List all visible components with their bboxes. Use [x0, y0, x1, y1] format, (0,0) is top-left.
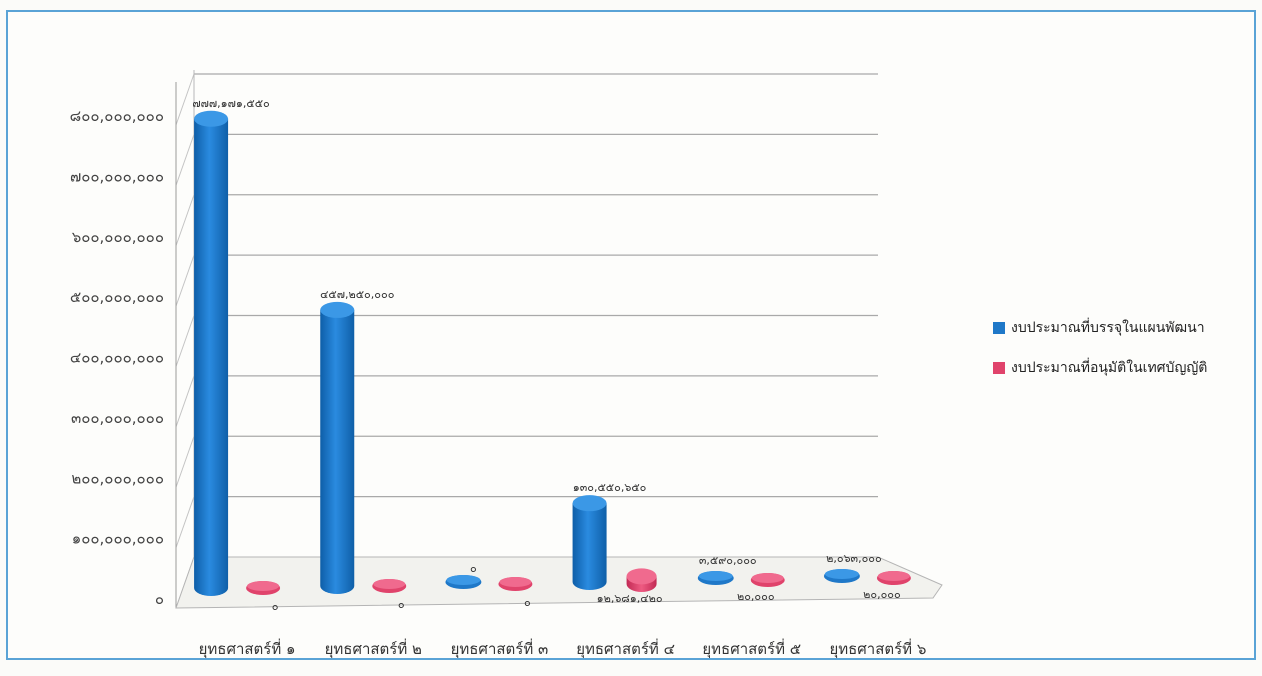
- x-category-label: ยุทธศาสตร์ที่ ๔: [576, 638, 675, 658]
- y-tick-label: ๗๐๐,๐๐๐,๐๐๐: [70, 167, 164, 185]
- bar-planned-top: [194, 110, 229, 127]
- bar-approved-top: [626, 568, 657, 585]
- y-tick-label: ๘๐๐,๐๐๐,๐๐๐: [70, 107, 164, 125]
- bar-planned-top: [572, 495, 607, 512]
- x-category-label: ยุทธศาสตร์ที่ ๑: [199, 638, 296, 658]
- legend-item-planned: งบประมาณที่บรรจุในแผนพัฒนา: [993, 317, 1262, 339]
- legend-swatch-planned: [993, 322, 1005, 334]
- axes: [175, 70, 943, 609]
- labels: ๐ ๑๐๐,๐๐๐,๐๐๐ ๒๐๐,๐๐๐,๐๐๐ ๓๐๐,๐๐๐,๐๐๐ ๔๐๐,๐๐…: [70, 97, 927, 658]
- y-tick-label: ๖๐๐,๐๐๐,๐๐๐: [72, 228, 164, 246]
- y-tick-label: ๐: [155, 590, 164, 608]
- data-label-planned: ๓,๕๙๐,๐๐๐: [699, 554, 757, 567]
- data-label-approved: ๐: [524, 596, 531, 609]
- legend-swatch-approved: [993, 362, 1005, 374]
- legend: งบประมาณที่บรรจุในแผนพัฒนา งบประมาณที่อน…: [993, 317, 1262, 397]
- data-label-planned: ๔๕๗,๒๕๐,๐๐๐: [320, 288, 394, 301]
- data-label-planned: ๐: [470, 562, 477, 575]
- data-label-planned: ๗๗๗,๑๗๑,๕๕๐: [192, 97, 269, 110]
- y-tick-label: ๓๐๐,๐๐๐,๐๐๐: [71, 409, 164, 427]
- x-category-label: ยุทธศาสตร์ที่ ๓: [451, 638, 549, 658]
- legend-item-approved: งบประมาณที่อนุมัติในเทศบัญญัติ: [993, 357, 1262, 379]
- bar-planned: [572, 503, 607, 590]
- data-label-approved: ๐: [272, 600, 279, 613]
- chart-frame: ๐ ๑๐๐,๐๐๐,๐๐๐ ๒๐๐,๐๐๐,๐๐๐ ๓๐๐,๐๐๐,๐๐๐ ๔๐๐,๐๐…: [6, 10, 1256, 660]
- bar-planned: [194, 118, 229, 596]
- data-label-approved: ๐: [398, 598, 405, 611]
- gridlines: [175, 73, 878, 609]
- chart-floor: [175, 556, 943, 609]
- bars: [194, 110, 911, 596]
- x-category-label: ยุทธศาสตร์ที่ ๕: [702, 638, 801, 658]
- data-label-planned: ๒,๐๖๓,๐๐๐: [826, 552, 882, 565]
- legend-label-approved: งบประมาณที่อนุมัติในเทศบัญญัติ: [1011, 360, 1208, 376]
- x-category-label: ยุทธศาสตร์ที่ ๒: [325, 638, 422, 658]
- data-label-approved: ๑๒,๖๘๑,๔๒๐: [597, 592, 663, 605]
- bar-planned-top: [320, 301, 355, 318]
- data-label-approved: ๒๐,๐๐๐: [863, 588, 901, 601]
- y-tick-label: ๑๐๐,๐๐๐,๐๐๐: [72, 530, 164, 548]
- y-tick-label: ๔๐๐,๐๐๐,๐๐๐: [70, 349, 164, 367]
- bar-chart: ๐ ๑๐๐,๐๐๐,๐๐๐ ๒๐๐,๐๐๐,๐๐๐ ๓๐๐,๐๐๐,๐๐๐ ๔๐๐,๐๐…: [70, 70, 943, 658]
- y-tick-label: ๕๐๐,๐๐๐,๐๐๐: [70, 288, 164, 306]
- x-category-label: ยุทธศาสตร์ที่ ๖: [829, 638, 926, 658]
- legend-label-planned: งบประมาณที่บรรจุในแผนพัฒนา: [1011, 320, 1205, 336]
- bar-planned: [320, 309, 355, 594]
- y-tick-label: ๒๐๐,๐๐๐,๐๐๐: [71, 469, 164, 487]
- data-label-approved: ๒๐,๐๐๐: [737, 590, 775, 603]
- data-label-planned: ๑๓๐,๕๕๐,๖๕๐: [573, 481, 647, 494]
